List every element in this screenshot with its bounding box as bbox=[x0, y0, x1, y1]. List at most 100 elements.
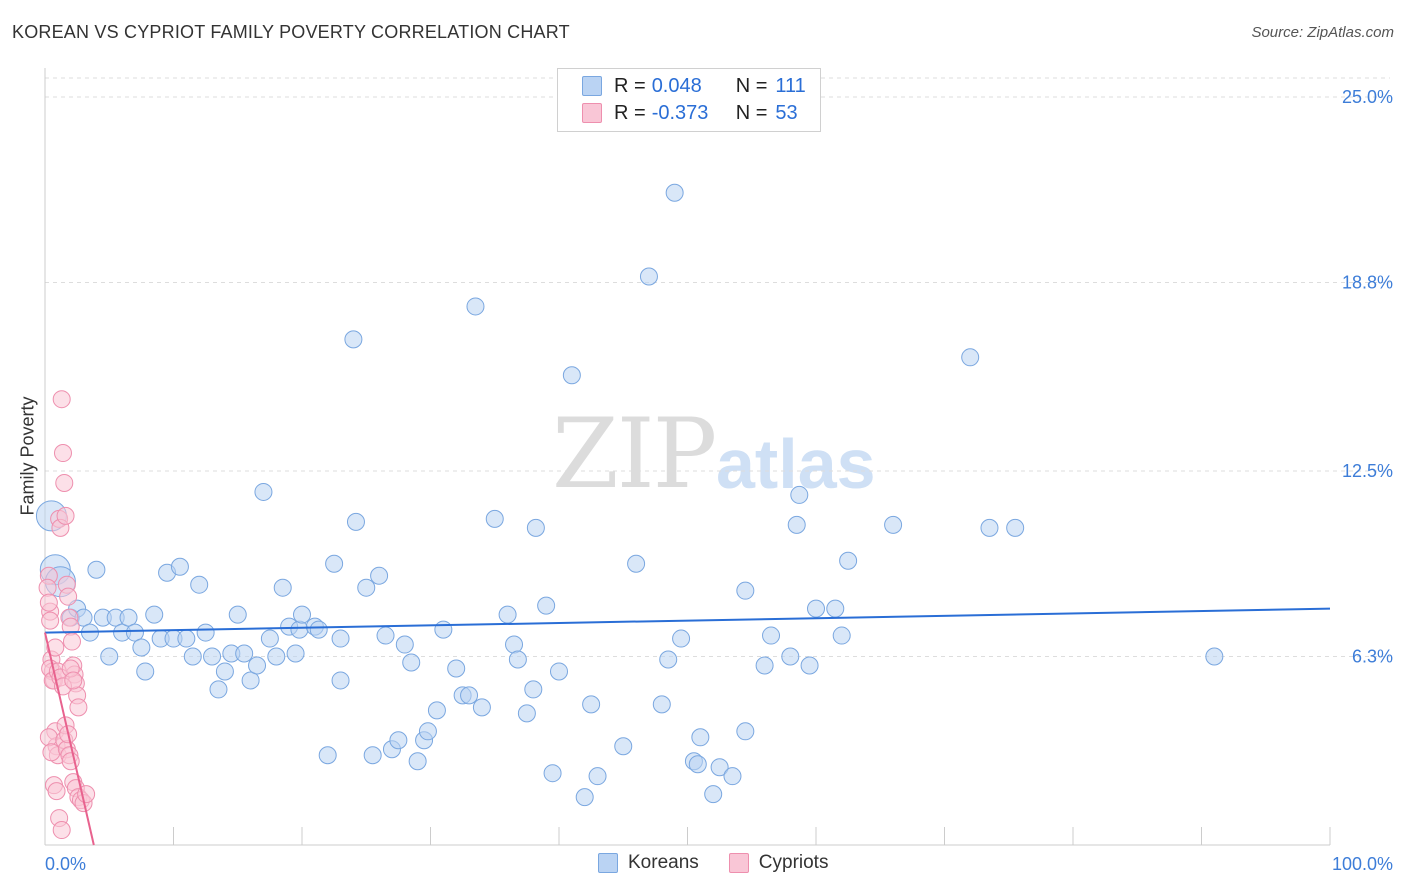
korean-point bbox=[402, 653, 421, 672]
n-value: 111 bbox=[775, 74, 806, 97]
source-label: Source: ZipAtlas.com bbox=[1251, 24, 1394, 41]
korean-point bbox=[344, 330, 363, 349]
korean-point bbox=[209, 680, 228, 699]
y-axis-label: Family Poverty bbox=[17, 396, 38, 516]
korean-point bbox=[203, 647, 222, 666]
korean-point bbox=[215, 662, 234, 681]
korean-point bbox=[800, 656, 819, 675]
korean-point bbox=[485, 509, 504, 528]
korean-point bbox=[832, 626, 851, 645]
korean-point bbox=[363, 746, 382, 765]
korean-point bbox=[370, 566, 389, 585]
korean-point bbox=[408, 752, 427, 771]
korean-point bbox=[267, 647, 286, 666]
korean-point bbox=[132, 638, 151, 657]
korean-point bbox=[672, 629, 691, 648]
koreans-swatch bbox=[598, 853, 618, 873]
cypriots-swatch bbox=[582, 103, 602, 123]
cypriot-trend-line bbox=[44, 632, 95, 846]
korean-point bbox=[395, 635, 414, 654]
cypriot-point bbox=[53, 444, 72, 463]
korean-point bbox=[755, 656, 774, 675]
cypriot-point bbox=[64, 671, 83, 690]
cypriot-point bbox=[41, 611, 60, 630]
korean-point bbox=[136, 662, 155, 681]
korean-point bbox=[427, 701, 446, 720]
korean-point bbox=[517, 704, 536, 723]
korean-point bbox=[627, 554, 646, 573]
korean-point bbox=[190, 575, 209, 594]
korean-trend-line bbox=[44, 607, 1331, 634]
legend-label-cypriots: Cypriots bbox=[758, 852, 829, 873]
korean-point bbox=[170, 557, 189, 576]
n-label: N = bbox=[735, 74, 768, 97]
korean-point bbox=[762, 626, 781, 645]
korean-point bbox=[691, 728, 710, 747]
korean-point bbox=[524, 680, 543, 699]
korean-point bbox=[293, 605, 311, 624]
korean-point bbox=[575, 788, 594, 807]
x-tick-label: 100.0% bbox=[1332, 854, 1393, 874]
korean-point bbox=[357, 578, 376, 597]
korean-point bbox=[826, 599, 845, 618]
y-tick-label: 6.3% bbox=[1352, 647, 1393, 667]
korean-point bbox=[1006, 518, 1025, 537]
korean-point bbox=[790, 485, 809, 504]
korean-point bbox=[254, 482, 273, 501]
korean-point bbox=[183, 647, 202, 666]
korean-point bbox=[325, 554, 344, 573]
korean-point bbox=[145, 605, 164, 624]
cypriot-point bbox=[52, 821, 71, 840]
korean-point bbox=[562, 366, 581, 385]
korean-point bbox=[537, 596, 556, 615]
series-legend: Koreans Cypriots bbox=[598, 852, 858, 874]
legend-row-koreans: R = 0.048 N = 111 bbox=[582, 74, 806, 98]
korean-point bbox=[273, 578, 292, 597]
korean-point bbox=[241, 671, 260, 690]
y-tick-label: 18.8% bbox=[1342, 273, 1393, 293]
korean-point bbox=[508, 650, 527, 669]
korean-point bbox=[248, 656, 267, 675]
r-label: R = bbox=[614, 101, 646, 124]
cypriot-point bbox=[39, 593, 58, 612]
korean-point bbox=[447, 659, 466, 678]
korean-point bbox=[290, 620, 309, 639]
korean-point bbox=[260, 629, 279, 648]
korean-point bbox=[807, 599, 825, 618]
chart-title: KOREAN VS CYPRIOT FAMILY POVERTY CORRELA… bbox=[12, 22, 570, 42]
korean-point bbox=[331, 671, 350, 690]
cypriot-point bbox=[46, 638, 65, 657]
cypriot-point bbox=[56, 506, 75, 525]
korean-point bbox=[884, 515, 903, 534]
korean-point bbox=[286, 644, 305, 663]
cypriots-swatch bbox=[728, 853, 749, 873]
correlation-legend: R = 0.048 N = 111 R = -0.373 N = 53 bbox=[557, 68, 821, 132]
korean-point bbox=[389, 731, 408, 750]
cypriot-point bbox=[55, 473, 74, 492]
cypriot-point bbox=[59, 587, 78, 606]
watermark-zip: ZIP bbox=[552, 398, 717, 510]
y-tick-label: 25.0% bbox=[1342, 87, 1393, 107]
korean-point bbox=[710, 758, 729, 777]
korean-point bbox=[736, 581, 755, 600]
r-value: -0.373 bbox=[651, 101, 709, 124]
legend-label-koreans: Koreans bbox=[628, 852, 699, 873]
korean-point bbox=[472, 698, 491, 717]
korean-point bbox=[781, 647, 800, 666]
korean-point bbox=[526, 518, 545, 537]
korean-point bbox=[1205, 647, 1224, 666]
korean-point bbox=[961, 348, 980, 367]
cypriot-point bbox=[62, 632, 81, 651]
korean-point bbox=[87, 560, 106, 579]
r-label: R = bbox=[614, 74, 646, 97]
korean-point bbox=[177, 629, 196, 648]
korean-point bbox=[787, 515, 806, 534]
cypriot-point bbox=[47, 782, 66, 801]
cypriot-point bbox=[39, 728, 58, 747]
korean-point bbox=[550, 662, 568, 681]
korean-point bbox=[736, 722, 755, 741]
n-label: N = bbox=[735, 101, 768, 124]
y-tick-label: 12.5% bbox=[1342, 461, 1393, 481]
korean-point bbox=[665, 183, 684, 202]
korean-point bbox=[434, 620, 453, 639]
